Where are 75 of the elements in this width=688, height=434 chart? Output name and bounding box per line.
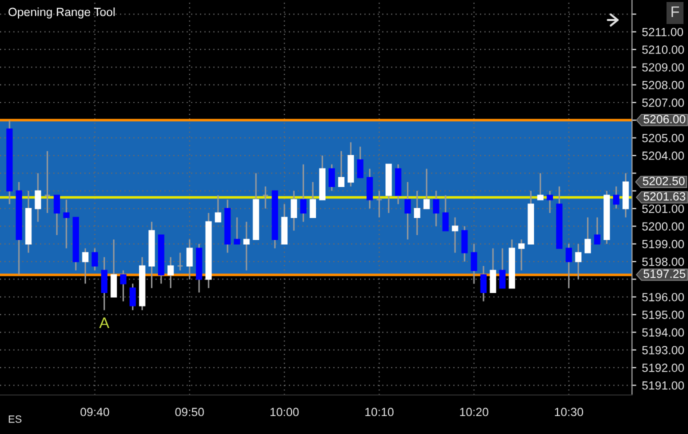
candlestick <box>54 194 60 236</box>
candlestick <box>594 216 600 245</box>
candlestick <box>44 150 51 214</box>
candlestick <box>92 248 98 272</box>
candlestick <box>432 190 440 227</box>
candlestick <box>584 216 591 254</box>
x-tick-label: 10:30 <box>554 408 584 416</box>
ref-line-label: 5201.63 <box>644 192 686 201</box>
candlestick <box>101 256 108 311</box>
y-tick-label: 5208.00 <box>642 80 684 90</box>
text: F <box>672 6 680 17</box>
x-tick-label: 10:20 <box>460 408 488 416</box>
candlestick <box>262 186 269 210</box>
candlestick <box>404 181 411 240</box>
candlestick <box>243 221 250 272</box>
y-tick-label: 5210.00 <box>642 46 684 54</box>
candlestick <box>110 238 117 298</box>
candlestick <box>290 190 298 232</box>
candlestick <box>490 248 496 294</box>
y-tick-label: 5191.00 <box>642 381 684 390</box>
candlestick <box>423 168 430 210</box>
candlestick <box>566 243 572 289</box>
y-tick-label: 5196.00 <box>642 292 684 302</box>
ref-line-label: 5197.25 <box>644 270 686 278</box>
y-tick-label: 5193.00 <box>642 346 684 354</box>
y-tick-label: 5211.00 <box>642 28 684 36</box>
candlestick <box>613 186 620 210</box>
candlestick <box>366 168 373 210</box>
candlestick <box>214 194 222 222</box>
x-tick-label: 09:40 <box>80 408 110 416</box>
candlestick <box>452 216 458 254</box>
candlestick <box>357 146 364 178</box>
x-tick-label: 09:50 <box>175 408 204 416</box>
text: ES <box>8 415 22 423</box>
candlestick <box>167 256 174 289</box>
candlestick <box>575 243 582 280</box>
candlestick <box>376 190 382 218</box>
y-tick-label: 5200.00 <box>642 222 684 231</box>
candlestick <box>234 216 240 245</box>
y-tick-label: 5205.00 <box>642 134 684 142</box>
candlestick <box>546 190 554 214</box>
candlestick <box>300 164 306 222</box>
candlestick <box>130 282 136 311</box>
candlestick <box>328 164 335 192</box>
y-tick-label: 5209.00 <box>642 63 684 72</box>
candlestick <box>461 226 468 262</box>
y-tick-label: 5192.00 <box>642 364 684 372</box>
candlestick <box>310 181 316 218</box>
annotation: A <box>99 317 110 328</box>
y-tick-label: 5199.00 <box>642 240 684 248</box>
candlestick <box>186 238 193 280</box>
y-tick-label: 5198.00 <box>642 258 684 266</box>
candlestick <box>82 248 88 284</box>
y-tick-label: 5194.00 <box>642 328 684 337</box>
ref-line-label: 5206.00 <box>644 114 686 124</box>
y-tick-label: 5207.00 <box>642 98 684 107</box>
x-tick-label: 10:00 <box>270 408 299 416</box>
y-tick-label: 5201.00 <box>642 204 684 213</box>
candlestick <box>414 190 420 236</box>
candlestick <box>120 270 126 302</box>
text: Opening Range Tool <box>8 8 115 18</box>
candlestick <box>499 248 506 289</box>
candlestick <box>537 172 544 200</box>
candlestick <box>480 265 487 302</box>
candlestick <box>176 252 184 272</box>
y-tick-label: 5204.00 <box>642 152 684 160</box>
candlestick <box>518 238 525 272</box>
candlestick <box>470 243 478 284</box>
y-tick-label: 5195.00 <box>642 310 684 319</box>
annotation: 5202.50 <box>642 176 685 186</box>
candlestick <box>34 172 42 222</box>
candlestick <box>338 150 344 188</box>
candlestick <box>442 194 449 232</box>
x-tick-label: 10:10 <box>365 408 394 416</box>
candlestick <box>63 199 70 250</box>
